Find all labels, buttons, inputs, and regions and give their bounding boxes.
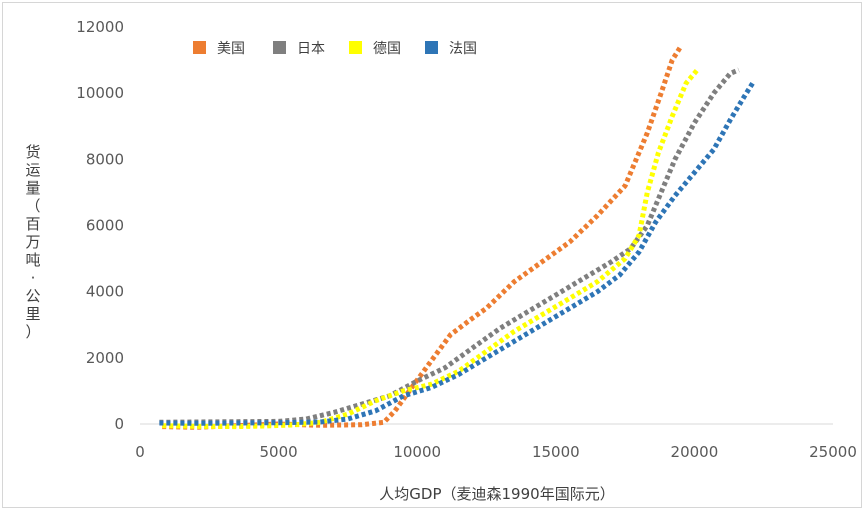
- y-tick-label: 12000: [76, 18, 124, 36]
- legend-label: 美国: [217, 41, 245, 57]
- y-axis-title: 货运量（百万吨·公里）: [25, 143, 40, 341]
- axes-layer: 0 5000 10000 15000 20000 25000 0 2000 4000 6000 80…: [25, 18, 856, 461]
- series-line-1: [162, 45, 683, 430]
- y-tick-label: 10000: [76, 84, 124, 102]
- series-line-2: [159, 67, 740, 425]
- legend: 美国 日本 德国 法国: [193, 41, 477, 57]
- series-line-3: [162, 68, 700, 430]
- x-tick-label: 5000: [260, 443, 298, 461]
- legend-label: 法国: [449, 41, 477, 57]
- y-tick-label: 0: [114, 415, 124, 433]
- y-tick-label: 4000: [86, 283, 124, 301]
- x-tick-label: 25000: [809, 443, 857, 461]
- legend-label: 日本: [297, 41, 325, 57]
- legend-swatch: [193, 41, 206, 54]
- y-tick-label: 8000: [86, 150, 124, 168]
- legend-label: 德国: [373, 41, 401, 57]
- series-line-4: [159, 81, 755, 426]
- y-tick-label: 6000: [86, 217, 124, 235]
- series-layer: [159, 45, 755, 430]
- legend-swatch: [425, 41, 438, 54]
- x-tick-label: 0: [135, 443, 145, 461]
- y-tick-label: 2000: [86, 349, 124, 367]
- x-tick-label: 15000: [532, 443, 580, 461]
- legend-swatch: [349, 41, 362, 54]
- legend-swatch: [273, 41, 286, 54]
- x-tick-label: 20000: [671, 443, 719, 461]
- x-axis-title: 人均GDP（麦迪森1990年国际元）: [379, 485, 614, 503]
- x-tick-label: 10000: [393, 443, 441, 461]
